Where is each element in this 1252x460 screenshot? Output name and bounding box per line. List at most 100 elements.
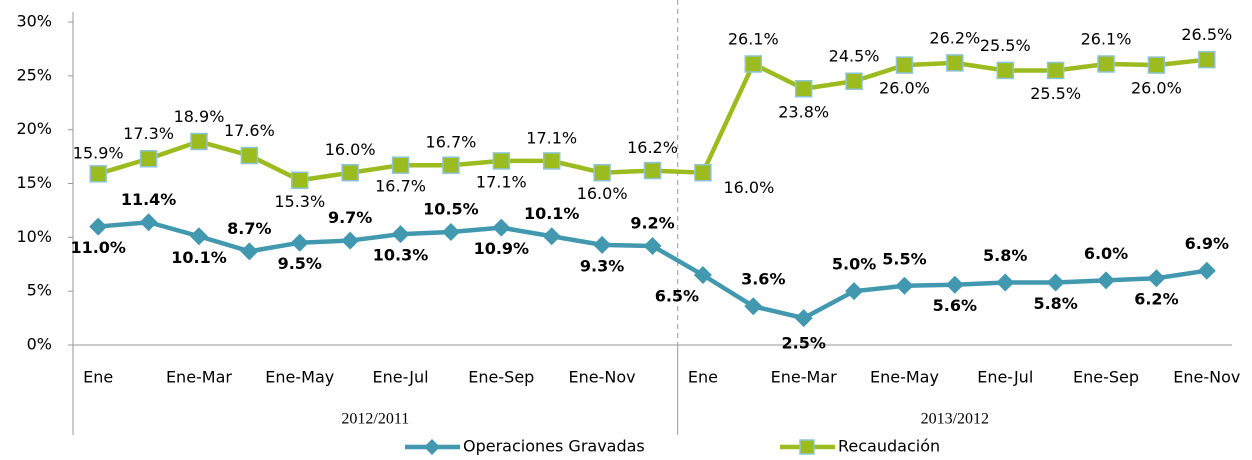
data-label: 16.2% xyxy=(627,138,678,157)
x-tick-label: Ene-Mar xyxy=(166,368,232,387)
marker xyxy=(945,275,964,294)
marker xyxy=(693,266,712,285)
marker xyxy=(542,152,561,170)
data-label: 5.6% xyxy=(933,296,977,315)
x-tick-label: Ene xyxy=(688,368,718,387)
data-label: 26.5% xyxy=(1181,25,1232,44)
marker xyxy=(794,309,813,328)
marker xyxy=(1197,261,1216,280)
legend-marker xyxy=(799,439,815,455)
x-tick-label: Ene-Nov xyxy=(569,368,636,387)
data-label: 24.5% xyxy=(829,47,880,66)
marker xyxy=(1198,50,1216,69)
marker xyxy=(290,233,309,252)
marker xyxy=(341,163,359,182)
marker xyxy=(1097,271,1116,290)
data-label: 11.0% xyxy=(70,238,126,257)
data-label: 6.0% xyxy=(1084,244,1128,263)
marker xyxy=(442,156,460,174)
data-label: 10.9% xyxy=(474,239,530,258)
y-tick-label: 10% xyxy=(16,227,52,246)
data-label: 10.5% xyxy=(423,199,479,218)
x-tick-label: Ene-May xyxy=(870,368,939,387)
x-tick-label: Ene-Mar xyxy=(771,368,837,387)
marker xyxy=(391,225,410,244)
marker xyxy=(542,227,561,246)
data-label: 16.0% xyxy=(723,178,774,197)
data-label: 23.8% xyxy=(778,102,829,121)
legend-marker xyxy=(424,439,440,455)
marker xyxy=(895,276,914,295)
data-label: 3.6% xyxy=(741,270,785,289)
x-tick-label: Ene xyxy=(83,368,113,387)
marker xyxy=(794,80,813,98)
marker xyxy=(139,213,158,232)
data-label: 26.0% xyxy=(879,79,930,98)
data-label: 16.7% xyxy=(375,177,426,196)
data-label: 5.8% xyxy=(983,246,1027,265)
data-label: 16.7% xyxy=(426,133,477,152)
data-label: 9.7% xyxy=(328,208,372,227)
marker xyxy=(845,282,864,301)
marker xyxy=(1097,55,1115,73)
marker xyxy=(895,56,914,74)
marker xyxy=(996,61,1014,80)
marker xyxy=(189,227,208,246)
marker xyxy=(1147,269,1166,288)
data-label: 25.5% xyxy=(980,36,1031,55)
y-tick-label: 15% xyxy=(16,173,52,192)
x-tick-label: Ene-Sep xyxy=(468,368,534,387)
y-tick-label: 5% xyxy=(27,281,52,300)
marker xyxy=(593,235,612,254)
data-label: 16.0% xyxy=(577,184,628,203)
data-label: 26.0% xyxy=(1131,79,1182,98)
x-tick-label: Ene-Jul xyxy=(373,368,429,387)
data-label: 6.5% xyxy=(655,287,699,306)
y-tick-label: 0% xyxy=(27,335,52,354)
marker xyxy=(643,236,662,255)
data-label: 5.0% xyxy=(832,255,876,274)
marker xyxy=(996,273,1015,292)
marker xyxy=(1046,273,1065,292)
marker xyxy=(441,222,460,241)
marker xyxy=(341,231,360,250)
data-label: 8.7% xyxy=(227,219,271,238)
group-label: 2013/2012 xyxy=(921,411,989,428)
x-tick-label: Ene-Nov xyxy=(1173,368,1240,387)
marker xyxy=(391,156,410,174)
marker xyxy=(946,54,964,72)
marker xyxy=(492,152,511,170)
marker xyxy=(643,161,662,180)
marker xyxy=(89,217,108,236)
data-label: 10.1% xyxy=(171,248,227,267)
legend-label: Operaciones Gravadas xyxy=(463,437,645,456)
data-label: 17.1% xyxy=(526,128,577,147)
marker xyxy=(240,146,259,165)
marker xyxy=(291,171,309,190)
data-label: 9.3% xyxy=(580,256,624,275)
legend-label: Recaudación xyxy=(838,437,940,456)
marker xyxy=(744,297,763,316)
marker xyxy=(1046,61,1065,80)
data-label: 26.1% xyxy=(728,29,779,48)
data-label: 6.9% xyxy=(1185,234,1229,253)
marker xyxy=(744,55,763,73)
data-label: 26.2% xyxy=(929,28,980,47)
data-label: 17.1% xyxy=(476,172,527,191)
marker xyxy=(694,163,712,182)
y-tick-label: 30% xyxy=(16,12,52,31)
data-label: 6.2% xyxy=(1134,290,1178,309)
marker xyxy=(1147,56,1166,74)
marker xyxy=(845,72,863,90)
data-label: 18.9% xyxy=(174,107,225,126)
marker xyxy=(190,132,208,151)
data-label: 9.2% xyxy=(630,213,674,232)
data-label: 15.3% xyxy=(274,192,325,211)
data-label: 5.8% xyxy=(1033,294,1077,313)
data-label: 25.5% xyxy=(1030,84,1081,103)
data-label: 10.1% xyxy=(524,204,580,223)
x-tick-label: Ene-Sep xyxy=(1073,368,1139,387)
marker xyxy=(240,242,259,261)
data-label: 15.9% xyxy=(73,143,124,162)
